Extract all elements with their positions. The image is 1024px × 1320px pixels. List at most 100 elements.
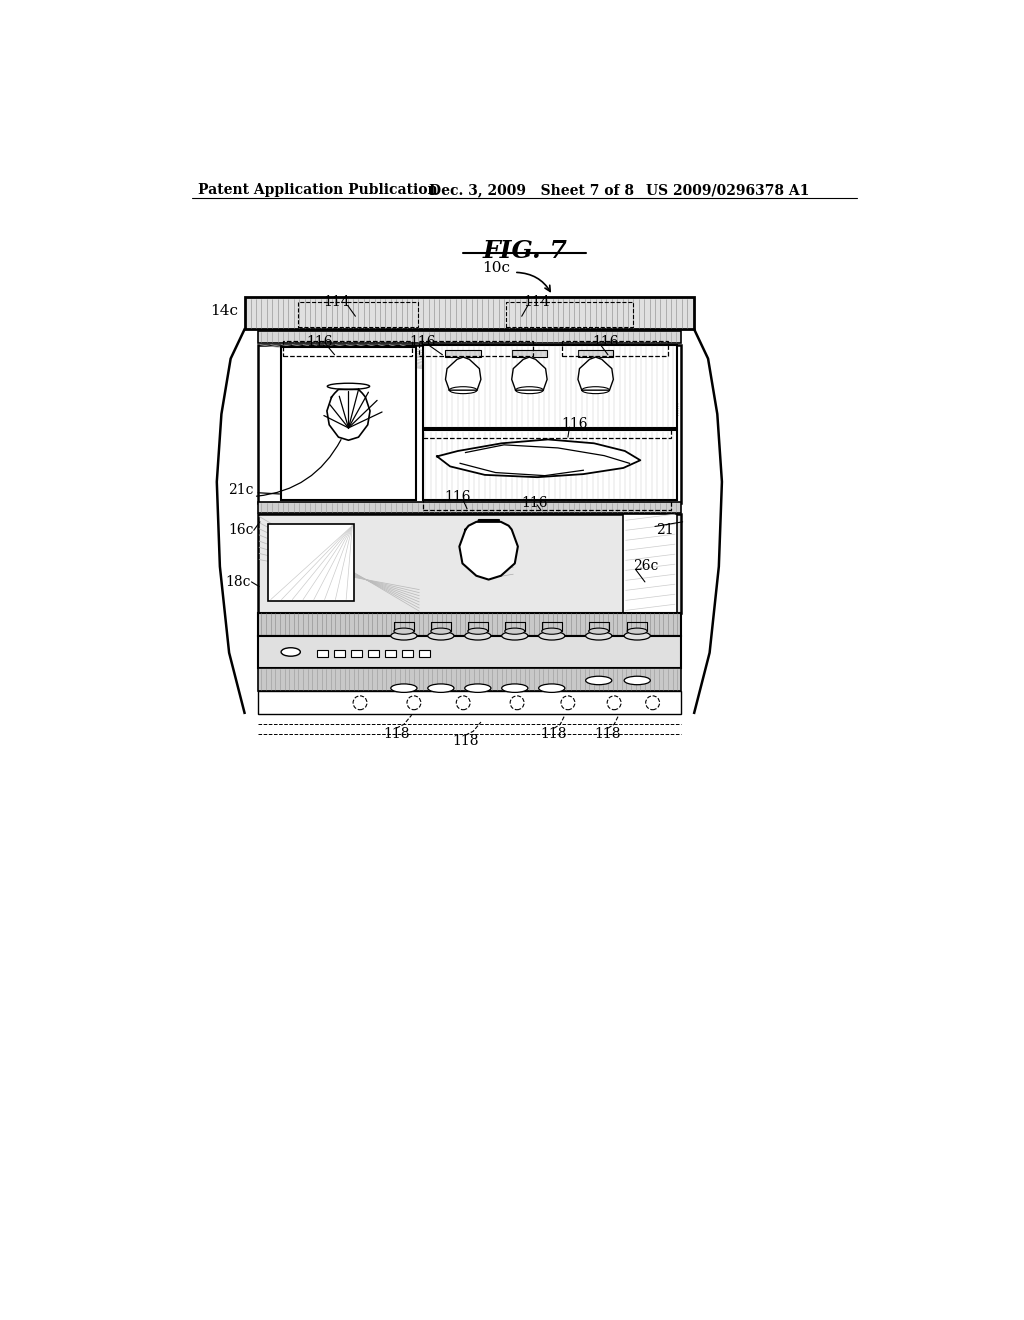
Ellipse shape <box>428 631 454 640</box>
Ellipse shape <box>625 631 650 640</box>
Ellipse shape <box>586 676 611 685</box>
Bar <box>258 331 681 343</box>
Text: 116: 116 <box>593 335 620 348</box>
Bar <box>423 428 671 438</box>
Ellipse shape <box>539 684 565 693</box>
Circle shape <box>561 696 574 710</box>
Ellipse shape <box>465 684 490 693</box>
Ellipse shape <box>328 383 370 389</box>
Text: Patent Application Publication: Patent Application Publication <box>199 183 438 197</box>
Bar <box>283 341 413 355</box>
Ellipse shape <box>539 631 565 640</box>
Text: 10c: 10c <box>482 261 510 275</box>
Text: 16c: 16c <box>228 523 253 537</box>
Bar <box>419 341 534 355</box>
Text: 14c: 14c <box>211 304 239 318</box>
Bar <box>419 651 430 657</box>
Bar <box>267 524 354 601</box>
Ellipse shape <box>589 628 608 635</box>
Bar <box>423 345 677 428</box>
Bar <box>368 651 379 657</box>
Ellipse shape <box>465 631 490 640</box>
Text: 118: 118 <box>453 734 479 748</box>
Text: 118: 118 <box>383 727 410 742</box>
Bar <box>625 636 650 681</box>
Bar <box>465 636 490 688</box>
Bar <box>578 350 613 358</box>
Text: 116: 116 <box>410 335 436 348</box>
Circle shape <box>646 696 659 710</box>
Text: 21c: 21c <box>228 483 253 496</box>
Text: 21: 21 <box>655 523 674 536</box>
Bar <box>586 636 611 681</box>
Ellipse shape <box>394 628 414 635</box>
Bar <box>423 500 671 511</box>
Circle shape <box>457 696 470 710</box>
Ellipse shape <box>625 676 650 685</box>
Circle shape <box>407 696 421 710</box>
Polygon shape <box>512 358 547 391</box>
Bar <box>562 341 668 355</box>
Text: 114: 114 <box>524 296 551 309</box>
Bar <box>539 636 565 688</box>
Bar <box>245 297 694 330</box>
Text: US 2009/0296378 A1: US 2009/0296378 A1 <box>646 183 810 197</box>
Polygon shape <box>578 358 613 391</box>
Ellipse shape <box>582 387 609 393</box>
Ellipse shape <box>391 684 417 693</box>
Circle shape <box>353 696 367 710</box>
Ellipse shape <box>542 628 562 635</box>
Ellipse shape <box>450 387 477 393</box>
Ellipse shape <box>468 628 487 635</box>
Bar <box>624 515 677 612</box>
Bar <box>258 692 681 714</box>
Bar <box>401 651 413 657</box>
Polygon shape <box>327 389 370 441</box>
Polygon shape <box>460 521 518 579</box>
Bar <box>506 302 634 327</box>
Bar <box>258 515 681 612</box>
Ellipse shape <box>586 631 611 640</box>
Bar <box>391 636 417 688</box>
Ellipse shape <box>628 628 647 635</box>
Ellipse shape <box>431 628 451 635</box>
Ellipse shape <box>391 631 417 640</box>
Polygon shape <box>445 358 481 391</box>
Ellipse shape <box>515 387 544 393</box>
Bar <box>385 651 396 657</box>
Bar <box>316 651 329 657</box>
Text: 26c: 26c <box>634 560 658 573</box>
Ellipse shape <box>502 684 528 693</box>
Ellipse shape <box>502 631 528 640</box>
Bar <box>445 350 481 358</box>
Text: 116: 116 <box>306 335 333 348</box>
Text: Dec. 3, 2009   Sheet 7 of 8: Dec. 3, 2009 Sheet 7 of 8 <box>429 183 634 197</box>
Text: 116: 116 <box>521 495 548 510</box>
Bar <box>423 430 677 499</box>
Text: 114: 114 <box>324 296 350 309</box>
Bar <box>502 636 528 688</box>
Circle shape <box>607 696 621 710</box>
Bar <box>258 345 681 503</box>
Text: FIG. 7: FIG. 7 <box>482 239 567 263</box>
Text: 118: 118 <box>595 727 622 742</box>
Text: 116: 116 <box>444 490 470 504</box>
Bar <box>258 636 681 668</box>
Bar <box>258 612 681 636</box>
Ellipse shape <box>282 648 300 656</box>
Bar <box>298 302 418 327</box>
Text: 18c: 18c <box>225 576 251 589</box>
Bar <box>512 350 547 358</box>
Ellipse shape <box>505 628 524 635</box>
Bar <box>258 668 681 692</box>
Circle shape <box>510 696 524 710</box>
Text: 118: 118 <box>541 727 567 742</box>
Bar <box>258 502 681 512</box>
Text: 116: 116 <box>562 417 588 432</box>
Bar <box>334 651 345 657</box>
Ellipse shape <box>428 684 454 693</box>
Bar <box>428 636 454 688</box>
Bar <box>282 347 416 499</box>
Bar <box>351 651 362 657</box>
Polygon shape <box>437 440 640 478</box>
